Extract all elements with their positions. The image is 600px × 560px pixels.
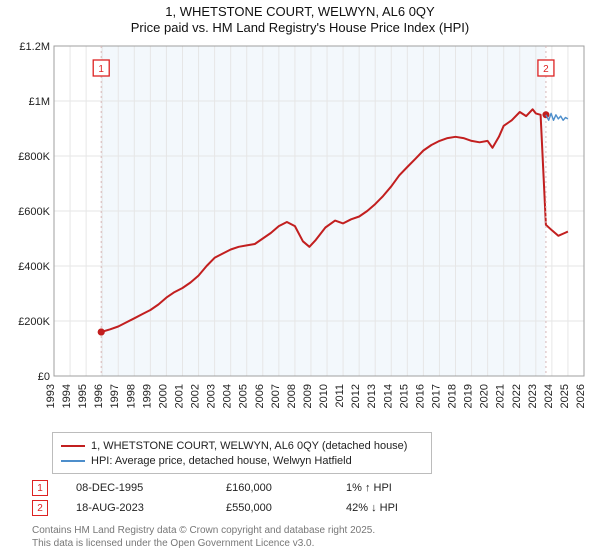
title-line1: 1, WHETSTONE COURT, WELWYN, AL6 0QY (0, 4, 600, 20)
svg-text:£0: £0 (38, 371, 50, 383)
svg-text:2002: 2002 (190, 384, 202, 408)
datapoint-row: 2 18-AUG-2023 £550,000 42% ↓ HPI (32, 498, 572, 518)
legend: 1, WHETSTONE COURT, WELWYN, AL6 0QY (det… (52, 432, 432, 474)
svg-text:£200K: £200K (18, 316, 50, 328)
credit-line2: This data is licensed under the Open Gov… (32, 537, 375, 550)
svg-text:2023: 2023 (527, 384, 539, 408)
svg-text:£600K: £600K (18, 206, 50, 218)
svg-text:1995: 1995 (77, 384, 89, 408)
chart-title: 1, WHETSTONE COURT, WELWYN, AL6 0QY Pric… (0, 0, 600, 37)
credit-line1: Contains HM Land Registry data © Crown c… (32, 524, 375, 537)
datapoint-price: £550,000 (226, 502, 346, 514)
svg-text:2014: 2014 (382, 384, 394, 408)
svg-text:£1M: £1M (29, 96, 50, 108)
svg-text:2: 2 (543, 64, 549, 75)
legend-item: HPI: Average price, detached house, Welw… (61, 453, 423, 468)
datapoint-row: 1 08-DEC-1995 £160,000 1% ↑ HPI (32, 478, 572, 498)
svg-text:2026: 2026 (575, 384, 587, 408)
svg-text:2010: 2010 (318, 384, 330, 408)
datapoint-date: 08-DEC-1995 (76, 482, 226, 494)
chart-area: £0 £200K £400K £600K £800K £1M £1.2M 1993 1994 19… (8, 40, 592, 430)
datapoint-table: 1 08-DEC-1995 £160,000 1% ↑ HPI 2 18-AUG… (32, 478, 572, 518)
svg-text:£400K: £400K (18, 261, 50, 273)
svg-text:2003: 2003 (206, 384, 218, 408)
datapoint-price: £160,000 (226, 482, 346, 494)
legend-item: 1, WHETSTONE COURT, WELWYN, AL6 0QY (det… (61, 438, 423, 453)
legend-label: HPI: Average price, detached house, Welw… (91, 455, 352, 467)
svg-text:2004: 2004 (222, 384, 234, 408)
svg-text:2013: 2013 (366, 384, 378, 408)
title-line2: Price paid vs. HM Land Registry's House … (0, 20, 600, 36)
svg-text:£1.2M: £1.2M (19, 41, 50, 53)
datapoint-delta: 1% ↑ HPI (346, 482, 456, 494)
svg-text:2022: 2022 (511, 384, 523, 408)
svg-text:1998: 1998 (125, 384, 137, 408)
svg-text:2012: 2012 (350, 384, 362, 408)
svg-text:2006: 2006 (254, 384, 266, 408)
svg-text:2025: 2025 (559, 384, 571, 408)
svg-text:2019: 2019 (463, 384, 475, 408)
svg-text:2017: 2017 (430, 384, 442, 408)
svg-text:2005: 2005 (238, 384, 250, 408)
svg-text:1994: 1994 (61, 384, 73, 408)
svg-text:1: 1 (98, 64, 104, 75)
svg-text:£800K: £800K (18, 151, 50, 163)
svg-text:1997: 1997 (109, 384, 121, 408)
svg-text:2021: 2021 (495, 384, 507, 408)
svg-text:2007: 2007 (270, 384, 282, 408)
svg-text:1993: 1993 (45, 384, 57, 408)
datapoint-date: 18-AUG-2023 (76, 502, 226, 514)
svg-text:2001: 2001 (173, 384, 185, 408)
svg-text:2011: 2011 (334, 384, 346, 408)
legend-swatch (61, 445, 85, 447)
legend-label: 1, WHETSTONE COURT, WELWYN, AL6 0QY (det… (91, 440, 407, 452)
datapoint-marker: 1 (32, 480, 48, 496)
svg-text:2020: 2020 (479, 384, 491, 408)
svg-text:2008: 2008 (286, 384, 298, 408)
svg-text:2018: 2018 (447, 384, 459, 408)
datapoint-marker: 2 (32, 500, 48, 516)
svg-text:2024: 2024 (543, 384, 555, 408)
credit-text: Contains HM Land Registry data © Crown c… (32, 524, 375, 550)
datapoint-delta: 42% ↓ HPI (346, 502, 456, 514)
svg-text:2015: 2015 (398, 384, 410, 408)
chart-svg: £0 £200K £400K £600K £800K £1M £1.2M 1993 1994 19… (8, 40, 592, 430)
chart-container: 1, WHETSTONE COURT, WELWYN, AL6 0QY Pric… (0, 0, 600, 560)
legend-swatch (61, 460, 85, 462)
svg-text:2016: 2016 (414, 384, 426, 408)
svg-text:1996: 1996 (93, 384, 105, 408)
svg-text:2000: 2000 (157, 384, 169, 408)
svg-text:1999: 1999 (141, 384, 153, 408)
svg-text:2009: 2009 (302, 384, 314, 408)
